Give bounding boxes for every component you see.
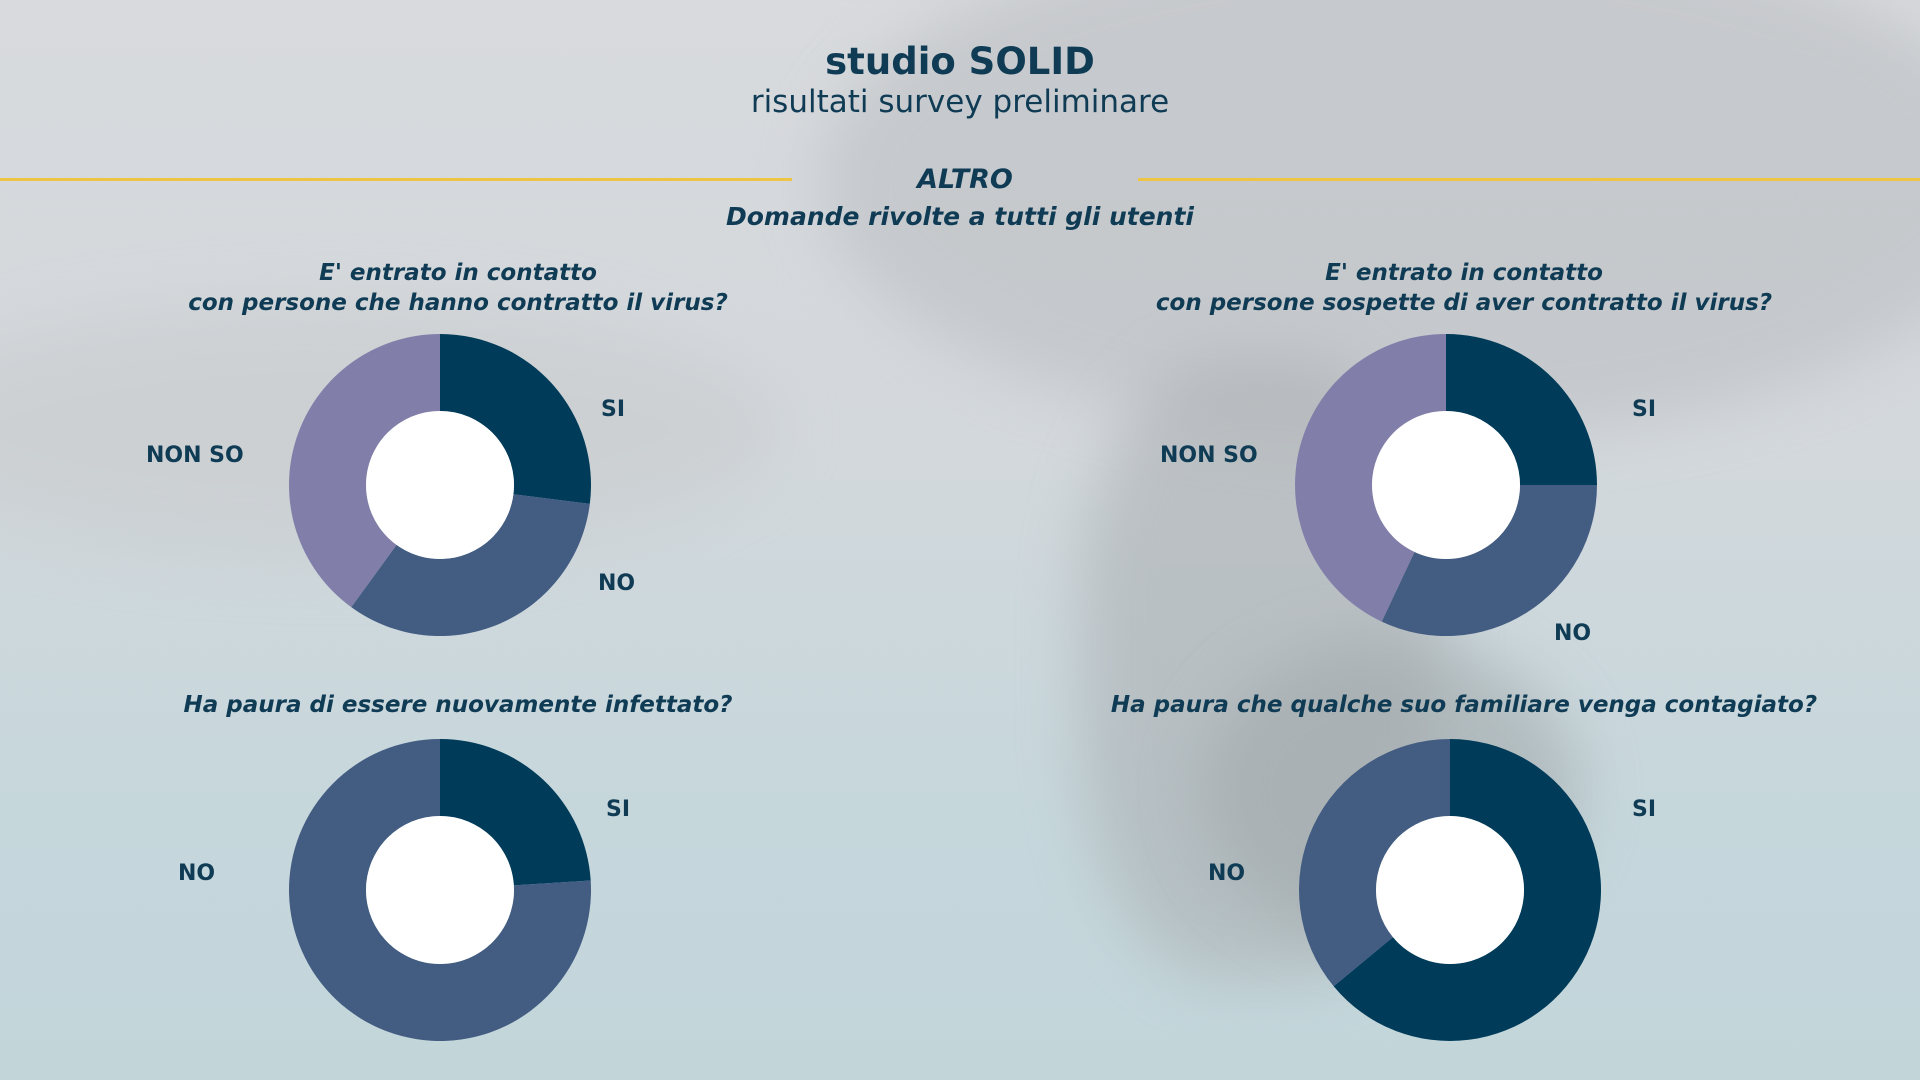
question-title-4: Ha paura che qualche suo familiare venga… [1064,690,1864,720]
question-2-line1: E' entrato in contatto [1325,260,1603,286]
chart-4-label-si: SI [1632,797,1657,822]
chart-4-hole [1376,816,1524,964]
chart-2-slice-si [1446,334,1597,485]
page-title: studio SOLID [825,40,1095,83]
chart-3-slice-no [288,738,591,1041]
question-title-1: E' entrato in contatto con persone che h… [100,258,816,318]
chart-3-label-no: NO [178,861,216,886]
divider-right [1138,178,1920,181]
question-title-2: E' entrato in contatto con persone sospe… [1064,258,1864,318]
question-2-line2: con persone sospette di aver contratto i… [1155,290,1773,316]
question-4-line1: Ha paura che qualche suo familiare venga… [1110,692,1818,718]
question-title-3: Ha paura di essere nuovamente infettato? [100,690,816,720]
chart-2-label-non-so: NON SO [1160,443,1258,468]
chart-3-slice-si [440,739,591,886]
question-3-line1: Ha paura di essere nuovamente infettato? [183,692,733,718]
chart-2-label-si: SI [1632,397,1657,422]
chart-1-label-no: NO [598,571,636,596]
section-subtitle: Domande rivolte a tutti gli utenti [725,202,1194,231]
chart-1-slice-si [440,334,591,504]
chart-1-label-si: SI [601,397,626,422]
chart-2-slice-no [1381,485,1597,636]
chart-2-slice-non-so [1294,334,1446,622]
chart-4-label-no: NO [1208,861,1246,886]
chart-2-hole [1372,411,1520,559]
chart-1-hole [366,411,514,559]
question-1-line1: E' entrato in contatto [319,260,597,286]
chart-1-slice-no [351,494,590,636]
question-1-line2: con persone che hanno contratto il virus… [188,290,728,316]
chart-1-slice-non-so [289,334,440,608]
page-subtitle: risultati survey preliminare [750,84,1170,120]
chart-4-slice-no [1298,739,1450,987]
chart-3-label-si: SI [606,797,631,822]
chart-3-hole [366,816,514,964]
divider-left [0,178,792,181]
chart-4-slice-si [1333,738,1601,1041]
section-title: ALTRO [917,164,1013,195]
chart-1-label-non-so: NON SO [146,443,244,468]
chart-2-label-no: NO [1554,621,1592,646]
